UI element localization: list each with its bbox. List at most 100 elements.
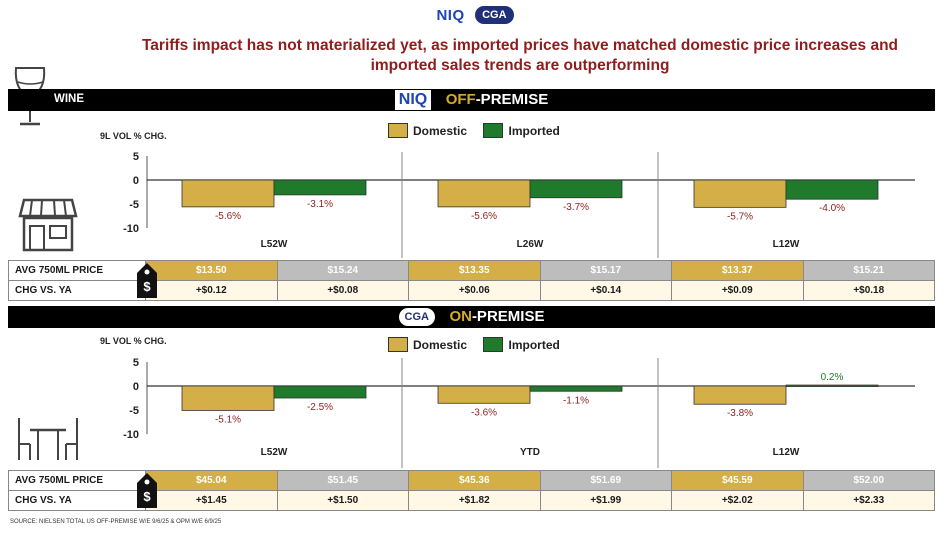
change-cell: +$0.09	[671, 280, 804, 301]
change-row-label: CHG VS. YA	[8, 490, 146, 511]
niq-badge: NIQ	[394, 90, 432, 110]
bar-imported	[273, 385, 367, 399]
y-tick-label: 5	[133, 151, 139, 163]
price-tag-icon: $	[137, 263, 157, 298]
y-tick-label: -5	[129, 405, 139, 417]
bar-domestic	[437, 179, 531, 208]
price-cell: $45.04	[145, 470, 278, 491]
niq-logo: NIQ	[436, 6, 465, 24]
y-tick-label: -10	[123, 223, 139, 235]
change-cell: +$1.45	[145, 490, 278, 511]
source-note: SOURCE: NIELSEN TOTAL US OFF-PREMISE W/E…	[10, 519, 222, 525]
data-label: -2.5%	[307, 402, 333, 413]
headline-line-1: Tariffs impact has not materialized yet,…	[141, 37, 899, 54]
price-cell: $13.37	[671, 260, 804, 281]
bar-domestic	[181, 385, 275, 411]
off-premise-title: OFF-PREMISE	[445, 91, 549, 108]
category-label: L52W	[261, 239, 288, 250]
y-tick-label: 5	[133, 357, 139, 369]
off-premise-price-table: AVG 750ML PRICE $13.50 $15.24 $13.35 $15…	[8, 260, 935, 301]
data-label: 0.2%	[821, 372, 844, 383]
y-tick-label: 0	[133, 381, 139, 393]
bar-imported	[785, 179, 879, 200]
cga-badge: CGA	[398, 308, 435, 326]
price-cell: $15.21	[802, 260, 935, 281]
category-label: WINE	[54, 93, 85, 105]
bar-imported	[529, 179, 623, 199]
change-cell: +$0.14	[539, 280, 672, 301]
on-premise-legend: Domestic Imported	[388, 336, 572, 354]
price-row-label: AVG 750ML PRICE	[8, 470, 146, 491]
y-tick-label: -5	[129, 199, 139, 211]
cga-logo: CGA	[475, 6, 514, 24]
data-label: -3.1%	[307, 199, 333, 210]
legend-imported: Imported	[483, 122, 560, 140]
legend-domestic: Domestic	[388, 336, 467, 354]
price-cell: $51.45	[276, 470, 409, 491]
data-label: -3.8%	[727, 408, 753, 419]
change-cell: +$1.50	[276, 490, 409, 511]
category-label: L12W	[773, 239, 800, 250]
bar-domestic	[181, 179, 275, 208]
price-cell: $51.69	[539, 470, 672, 491]
change-cell: +$0.06	[408, 280, 541, 301]
bar-domestic	[693, 385, 787, 405]
data-label: -5.6%	[471, 211, 497, 222]
table-row: CHG VS. YA +$0.12 +$0.08 +$0.06 +$0.14 +…	[8, 280, 935, 301]
price-tag-icon: $	[137, 473, 157, 508]
bar-domestic	[437, 385, 531, 404]
on-premise-chart: 5 0 -5 -10 -5.1% -2.5% L52W -3.6% -1.1% YTD -3.8% 0…	[123, 357, 915, 468]
price-cell: $52.00	[802, 470, 935, 491]
on-premise-price-table: AVG 750ML PRICE $45.04 $51.45 $45.36 $51…	[8, 470, 935, 511]
price-cell: $15.17	[539, 260, 672, 281]
store-icon	[18, 198, 78, 252]
change-cell: +$2.02	[671, 490, 804, 511]
on-premise-y-axis-label: 9L VOL % CHG.	[100, 336, 167, 346]
change-cell: +$0.08	[276, 280, 409, 301]
data-label: -5.7%	[727, 211, 753, 222]
data-label: -3.6%	[471, 407, 497, 418]
change-row-label: CHG VS. YA	[8, 280, 146, 301]
off-premise-legend: Domestic Imported	[388, 122, 572, 140]
svg-text:$: $	[143, 489, 151, 504]
price-cell: $45.59	[671, 470, 804, 491]
imported-swatch	[483, 123, 504, 139]
price-cell: $45.36	[408, 470, 541, 491]
headline-line-2: imported sales trends are outperforming	[370, 57, 670, 74]
imported-swatch	[483, 337, 504, 353]
change-cell: +$2.33	[802, 490, 935, 511]
category-label: L26W	[517, 239, 544, 250]
bar-imported	[529, 385, 623, 392]
svg-text:$: $	[143, 279, 151, 294]
data-label: -4.0%	[819, 203, 845, 214]
price-cell: $13.50	[145, 260, 278, 281]
category-label: L12W	[773, 447, 800, 458]
bar-imported	[273, 179, 367, 196]
table-row: AVG 750ML PRICE $13.50 $15.24 $13.35 $15…	[8, 260, 935, 281]
legend-imported: Imported	[483, 336, 560, 354]
headline: Tariffs impact has not materialized yet,…	[120, 36, 920, 76]
data-label: -1.1%	[563, 395, 589, 406]
data-label: -5.1%	[215, 414, 241, 425]
off-premise-chart: 5 0 -5 -10 -5.6% -3.1% L52W -5.6% -3.7% L26W -5.7%…	[123, 151, 915, 258]
bar-domestic	[693, 179, 787, 208]
price-cell: $13.35	[408, 260, 541, 281]
y-tick-label: -10	[123, 429, 139, 441]
category-label: YTD	[520, 447, 540, 458]
data-label: -5.6%	[215, 211, 241, 222]
y-tick-label: 0	[133, 175, 139, 187]
price-cell: $15.24	[276, 260, 409, 281]
price-row-label: AVG 750ML PRICE	[8, 260, 146, 281]
change-cell: +$0.18	[802, 280, 935, 301]
domestic-swatch	[388, 123, 408, 139]
bar-imported	[785, 384, 879, 387]
table-chairs-icon	[18, 418, 78, 460]
category-label: L52W	[261, 447, 288, 458]
domestic-swatch	[388, 337, 408, 353]
on-premise-header-bar: CGA ON-PREMISE	[8, 306, 935, 328]
off-premise-header-bar: WINE NIQ OFF-PREMISE	[8, 89, 935, 111]
change-cell: +$0.12	[145, 280, 278, 301]
off-premise-y-axis-label: 9L VOL % CHG.	[100, 131, 167, 141]
change-cell: +$1.99	[539, 490, 672, 511]
on-premise-title: ON-PREMISE	[449, 308, 545, 325]
